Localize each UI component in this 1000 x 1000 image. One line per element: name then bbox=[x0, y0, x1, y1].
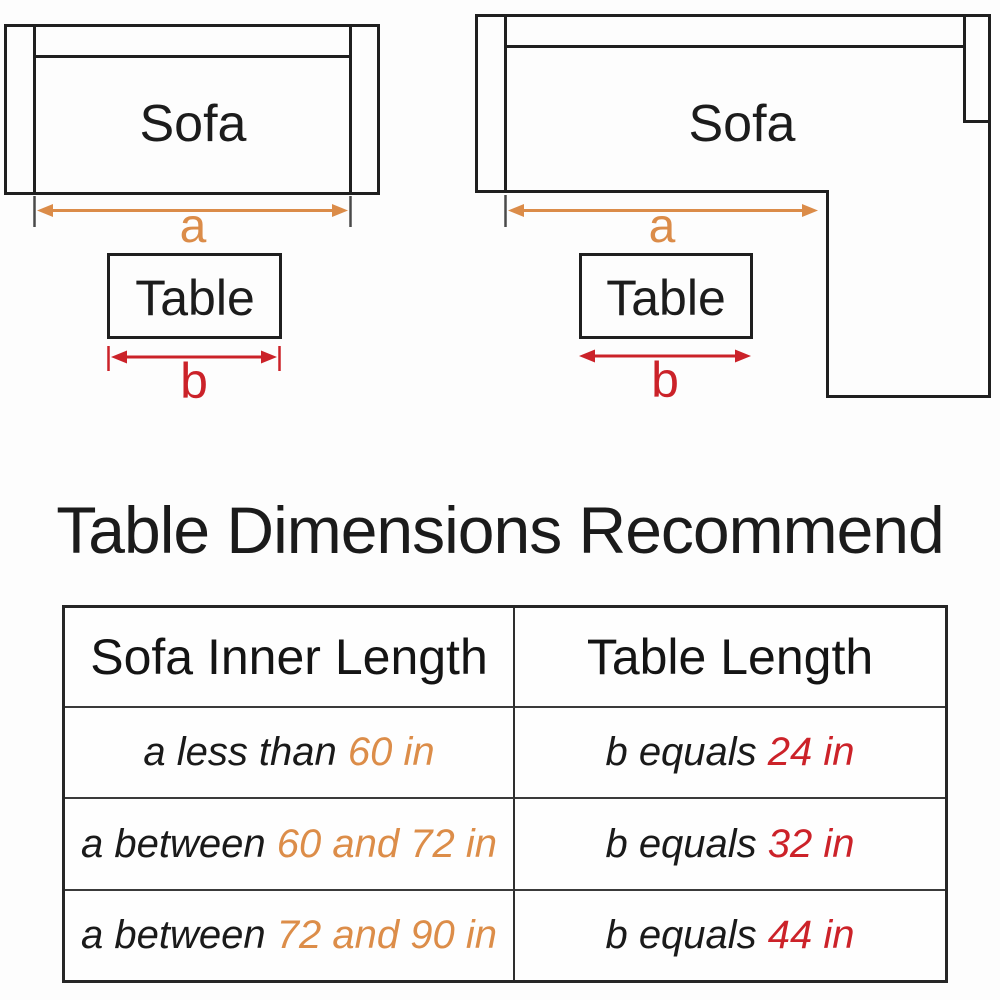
table-row-3-table-length: b equals 44 in bbox=[515, 891, 945, 980]
table-row-3-sofa-condition: a between 72 and 90 in bbox=[65, 891, 515, 980]
recommendation-table: Sofa Inner Length Table Length a less th… bbox=[62, 605, 948, 983]
table-row-1-table-length: b equals 24 in bbox=[515, 708, 945, 799]
dim-a-arrowhead-left bbox=[37, 204, 53, 217]
dim-b-label: b bbox=[180, 353, 208, 409]
sofa-outline bbox=[4, 24, 380, 195]
sectional-sofa-diagram: Sofa a Table b bbox=[475, 14, 991, 408]
dim-a-label: a bbox=[180, 200, 207, 253]
dim-a-arrowhead-left bbox=[508, 204, 524, 217]
dim-b-arrowhead-left bbox=[579, 349, 595, 363]
column-header-table-length: Table Length bbox=[515, 608, 945, 708]
dim-a-arrowhead-right bbox=[802, 204, 818, 217]
straight-sofa-diagram: Sofa a Table b bbox=[4, 24, 380, 409]
result-text: b equals bbox=[605, 913, 768, 957]
column-header-sofa-inner-length: Sofa Inner Length bbox=[65, 608, 515, 708]
dim-a-arrowhead-right bbox=[332, 204, 348, 217]
result-text: b equals bbox=[605, 821, 768, 866]
sofa-label: Sofa bbox=[689, 95, 796, 153]
header-label: Sofa Inner Length bbox=[90, 629, 488, 685]
table-outline bbox=[579, 253, 753, 339]
condition-value: 60 and 72 in bbox=[276, 821, 497, 866]
table-outline bbox=[107, 253, 282, 339]
condition-value: 60 in bbox=[347, 730, 435, 774]
result-value: 24 in bbox=[767, 730, 855, 774]
table-label: Table bbox=[606, 270, 726, 326]
condition-text: a less than bbox=[143, 730, 348, 774]
sofa-label: Sofa bbox=[140, 95, 247, 153]
sofa-table-diagrams: Sofa a Table b Sofa bbox=[4, 14, 991, 409]
result-text: b equals bbox=[605, 730, 768, 774]
sectional-outline bbox=[475, 14, 991, 398]
table-row-2-sofa-condition: a between 60 and 72 in bbox=[65, 799, 515, 891]
dim-b-arrowhead-right bbox=[735, 349, 751, 363]
table-row-1-sofa-condition: a less than 60 in bbox=[65, 708, 515, 799]
condition-text: a between bbox=[81, 821, 277, 866]
dim-b-arrowhead-right bbox=[261, 350, 277, 364]
condition-text: a between bbox=[81, 913, 277, 957]
header-label: Table Length bbox=[586, 629, 874, 685]
table-row-2-table-length: b equals 32 in bbox=[515, 799, 945, 891]
result-value: 44 in bbox=[767, 913, 855, 957]
dim-b-arrowhead-left bbox=[111, 350, 127, 364]
result-value: 32 in bbox=[767, 821, 855, 866]
condition-value: 72 and 90 in bbox=[276, 913, 497, 957]
page-title: Table Dimensions Recommend bbox=[56, 493, 944, 567]
table-label: Table bbox=[135, 270, 255, 326]
dim-a-label: a bbox=[649, 200, 676, 253]
dim-b-label: b bbox=[651, 352, 679, 408]
